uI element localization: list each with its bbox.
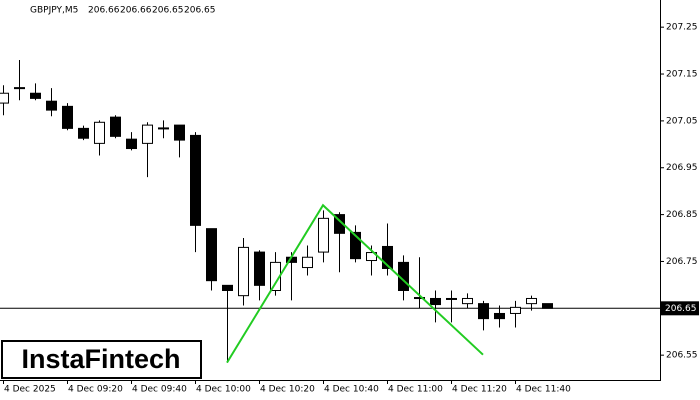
header: GBPJPY,M5 bbox=[30, 6, 78, 16]
candle-body bbox=[414, 297, 425, 300]
candle-body bbox=[46, 100, 57, 111]
y-tick-label: 207.05 bbox=[666, 116, 698, 126]
candle-body bbox=[446, 297, 457, 300]
candle-body bbox=[542, 303, 553, 309]
y-tick-label: 207.25 bbox=[666, 23, 698, 33]
x-tick-label: 4 Dec 09:40 bbox=[132, 385, 187, 395]
candle-body bbox=[382, 245, 393, 269]
x-tick-label: 4 Dec 2025 bbox=[4, 385, 56, 395]
candle-body bbox=[78, 127, 89, 139]
y-tick-label: 206.55 bbox=[666, 351, 698, 361]
candle-body bbox=[254, 251, 265, 286]
y-tick-label: 206.95 bbox=[666, 163, 698, 173]
current-price-box bbox=[661, 301, 699, 316]
y-tick-label: 207.15 bbox=[666, 70, 698, 80]
x-tick-label: 4 Dec 09:20 bbox=[68, 385, 123, 395]
header-value: 206.66 bbox=[120, 6, 152, 16]
candle-body bbox=[190, 134, 201, 226]
candle-body bbox=[302, 256, 313, 269]
candle-body bbox=[110, 116, 121, 137]
candle-body bbox=[94, 121, 105, 144]
candle-body bbox=[174, 124, 185, 141]
pattern-line bbox=[226, 203, 484, 364]
candle-body bbox=[350, 231, 361, 260]
candle-body bbox=[510, 306, 521, 314]
candle-body bbox=[526, 297, 537, 305]
header-value: 206.65 bbox=[152, 6, 184, 16]
current-price-label: 206.65 bbox=[665, 304, 697, 314]
candle-body bbox=[318, 217, 329, 253]
x-tick-label: 4 Dec 11:00 bbox=[388, 385, 443, 395]
y-tick-label: 206.85 bbox=[666, 210, 698, 220]
candle-body bbox=[0, 92, 9, 104]
candle-body bbox=[62, 105, 73, 129]
candle-body bbox=[462, 297, 473, 305]
candle-body bbox=[158, 127, 169, 130]
candle-body bbox=[238, 246, 249, 297]
candle-body bbox=[126, 138, 137, 150]
candle-body bbox=[30, 92, 41, 99]
candle-body bbox=[478, 303, 489, 320]
logo-frame bbox=[1, 340, 202, 379]
x-tick-label: 4 Dec 10:20 bbox=[260, 385, 315, 395]
header-value: 206.65 bbox=[184, 6, 216, 16]
candle-body bbox=[206, 228, 217, 282]
logo: InstaFintech bbox=[21, 344, 180, 374]
watermark-box: InstaFintech bbox=[1, 340, 202, 379]
y-tick-label: 206.75 bbox=[666, 257, 698, 267]
x-tick-label: 4 Dec 11:20 bbox=[452, 385, 507, 395]
x-tick-label: 4 Dec 11:40 bbox=[516, 385, 571, 395]
x-tick-label: 4 Dec 10:00 bbox=[196, 385, 251, 395]
candle-body bbox=[494, 312, 505, 320]
candle-body bbox=[222, 284, 233, 292]
candle-body bbox=[430, 297, 441, 306]
header-value: 206.66 bbox=[88, 6, 120, 16]
symbol: GBPJPY,M5 bbox=[30, 6, 78, 16]
x-tick-label: 4 Dec 10:40 bbox=[324, 385, 379, 395]
candle-body bbox=[142, 124, 153, 144]
candle-body bbox=[14, 87, 25, 90]
